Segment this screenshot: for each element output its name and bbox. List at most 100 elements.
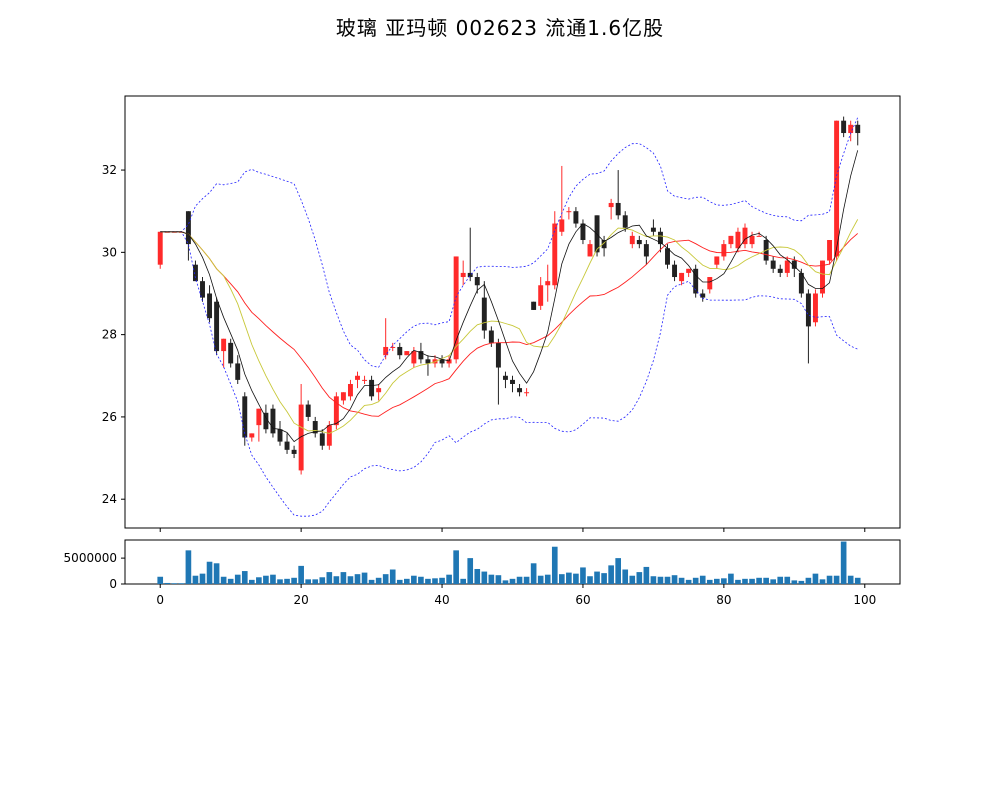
candle-body — [791, 260, 797, 269]
volume-bar — [291, 577, 297, 584]
candle-body — [383, 346, 389, 356]
candle-body — [608, 202, 614, 208]
candle-body — [573, 211, 579, 224]
volume-bar — [340, 572, 347, 584]
candle-body — [200, 281, 205, 298]
candle-body — [841, 120, 847, 134]
candle-body — [376, 388, 382, 393]
volume-bar — [319, 577, 326, 584]
volume-bar — [481, 571, 488, 584]
candle-body — [559, 219, 565, 232]
candle-body — [545, 281, 551, 286]
volume-bar — [812, 573, 819, 584]
volume-bar — [263, 575, 269, 584]
volume-bar — [699, 575, 706, 584]
candle-body — [700, 293, 706, 298]
volume-bar — [227, 578, 234, 584]
candle-body — [214, 301, 220, 352]
candle-body — [587, 244, 593, 257]
x-tick-label: 20 — [293, 593, 308, 607]
volume-bar — [439, 577, 445, 584]
volume-bar — [847, 575, 854, 584]
candle-body — [714, 256, 720, 265]
price-y-tick-label: 28 — [102, 328, 117, 342]
candle-body — [474, 277, 480, 286]
volume-bar — [467, 558, 474, 584]
candle-body — [277, 429, 283, 442]
volume-bar — [854, 577, 861, 584]
candle-body — [665, 248, 670, 265]
candle-body — [580, 223, 586, 240]
candle-body — [510, 379, 515, 384]
candle-body — [643, 244, 649, 257]
candle-body — [495, 342, 501, 368]
candle-body — [834, 120, 840, 257]
candle-body — [636, 240, 642, 245]
candle-body — [805, 293, 811, 327]
candle-body — [362, 379, 368, 381]
volume-bar — [742, 578, 748, 584]
volume-bar — [537, 575, 544, 584]
candle-body — [672, 264, 678, 278]
candle-body — [418, 351, 424, 360]
volume-bar — [728, 573, 734, 584]
candle-body — [185, 211, 191, 245]
volume-bar — [502, 580, 509, 584]
candle-body — [488, 330, 494, 343]
candle-body — [538, 285, 544, 306]
x-axis: 0 20 40 60 80 100 — [156, 528, 876, 607]
candle-body — [347, 384, 353, 397]
volume-bar — [791, 580, 798, 584]
volume-bar — [404, 578, 410, 584]
candle-body — [770, 260, 776, 269]
candle-body — [242, 396, 248, 438]
candle-body — [812, 293, 818, 323]
volume-bar — [551, 546, 558, 584]
volume-bar — [714, 578, 720, 584]
candle-body — [397, 346, 403, 356]
volume-bar — [347, 576, 354, 584]
candle-body — [784, 260, 790, 273]
candle-body — [263, 412, 269, 430]
volume-bar — [234, 574, 241, 584]
candle-body — [820, 260, 825, 294]
candle-body — [749, 235, 755, 245]
candle-body — [615, 202, 621, 216]
volume-bar — [777, 576, 784, 584]
candle-body — [686, 268, 692, 273]
volume-bar — [298, 565, 304, 584]
volume-bar — [840, 541, 847, 584]
candle-body — [735, 231, 741, 249]
volume-bar — [277, 579, 283, 584]
candle-body — [502, 375, 508, 380]
volume-bar — [460, 578, 466, 584]
volume-bar — [192, 575, 199, 584]
volume-bar — [559, 574, 565, 584]
candle-body — [256, 408, 262, 426]
volume-bar — [805, 577, 812, 584]
candle-body — [657, 231, 663, 245]
x-tick-label: 60 — [575, 593, 590, 607]
volume-bar — [284, 578, 290, 584]
candle-body — [192, 264, 198, 282]
volume-bar — [636, 572, 643, 584]
candle-body — [298, 404, 304, 471]
volume-bar — [509, 578, 516, 584]
volume-bar — [453, 550, 459, 584]
candle-body — [326, 425, 332, 446]
volume-bar — [171, 583, 178, 584]
candle-body — [524, 392, 530, 394]
candle-body — [284, 441, 290, 450]
volume-bar — [305, 579, 311, 584]
x-tick-label: 100 — [853, 593, 876, 607]
volume-y-tick-label: 0 — [109, 577, 117, 591]
candle-body — [756, 235, 762, 237]
candle-body — [340, 392, 346, 401]
candle-body — [798, 272, 804, 294]
bollinger-lower-line — [160, 231, 858, 517]
volume-bar — [573, 573, 579, 584]
candle-body — [249, 433, 255, 438]
candle-body — [164, 231, 170, 233]
candle-body — [679, 272, 685, 282]
candle-body — [566, 211, 572, 213]
